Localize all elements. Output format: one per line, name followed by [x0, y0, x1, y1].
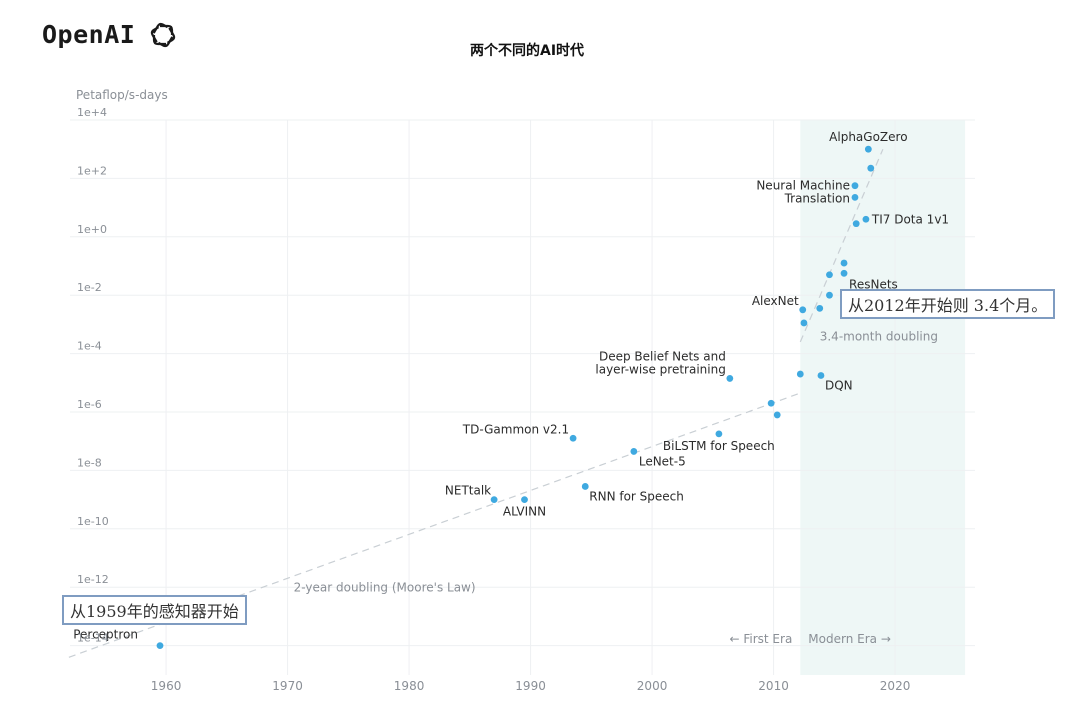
data-point	[840, 269, 848, 277]
y-tick-label: 1e+4	[77, 106, 107, 119]
data-label: Translation	[784, 191, 850, 205]
data-point	[826, 291, 833, 299]
x-tick-label: 1970	[272, 679, 303, 693]
x-tick-label: 2010	[758, 679, 789, 693]
x-tick-label: 2020	[880, 679, 911, 693]
data-point	[569, 434, 577, 442]
data-label: Deep Belief Nets and	[599, 349, 726, 363]
openai-logo: OpenAI	[42, 20, 177, 49]
era-label: Modern Era →	[808, 632, 891, 646]
data-label: ResNets	[849, 277, 898, 291]
x-tick-label: 1960	[151, 679, 182, 693]
y-tick-label: 1e+2	[77, 164, 107, 177]
y-tick-label: 1e-2	[77, 281, 102, 294]
x-tick-label: 1980	[394, 679, 425, 693]
data-point	[726, 375, 734, 382]
data-point	[799, 306, 807, 314]
y-tick-label: 1e-12	[77, 573, 109, 586]
modern-era-band	[800, 120, 966, 675]
data-point	[862, 215, 870, 223]
y-tick-label: 1e-8	[77, 456, 102, 469]
data-label: Neural Machine	[756, 178, 850, 192]
data-label: LeNet-5	[639, 454, 686, 468]
trend-line	[68, 392, 801, 658]
y-tick-label: 1e-10	[77, 515, 109, 528]
data-label: BiLSTM for Speech	[663, 439, 775, 453]
y-tick-label: 1e+0	[77, 223, 107, 236]
annotation-perceptron: 从1959年的感知器开始	[62, 595, 247, 625]
annotation-modern-era: 从2012年开始则 3.4个月。	[840, 289, 1056, 319]
y-tick-label: 1e-14	[77, 632, 109, 645]
data-label: TD-Gammon v2.1	[462, 422, 569, 436]
trend-line-label: 2-year doubling (Moore's Law)	[294, 581, 476, 595]
data-point	[840, 259, 848, 267]
openai-logo-icon	[151, 22, 176, 47]
data-label: NETtalk	[445, 484, 491, 498]
brand-name: OpenAI	[42, 20, 136, 49]
data-point	[796, 370, 804, 378]
y-tick-label: 1e-6	[77, 398, 102, 411]
data-point	[156, 642, 164, 649]
data-point	[864, 145, 872, 153]
era-label: ← First Era	[729, 632, 792, 646]
y-axis-title: Petaflop/s-days	[76, 88, 168, 102]
data-point	[521, 496, 528, 503]
data-label: ALVINN	[503, 505, 546, 519]
data-point	[852, 220, 860, 228]
data-label: AlexNet	[752, 294, 799, 308]
data-point	[816, 304, 824, 312]
data-point	[851, 193, 859, 201]
data-point	[581, 483, 589, 490]
data-point	[851, 182, 859, 190]
data-label: Perceptron	[73, 628, 138, 642]
chart-title: 两个不同的AI时代	[470, 43, 585, 59]
data-point	[867, 164, 875, 172]
trend-line-label: 3.4-month doubling	[820, 329, 938, 343]
y-tick-label: 1e-4	[77, 340, 102, 353]
data-point	[630, 448, 638, 455]
data-label: layer-wise pretraining	[595, 362, 725, 376]
x-tick-label: 2000	[637, 679, 668, 693]
data-label: TI7 Dota 1v1	[871, 212, 949, 226]
data-point	[715, 430, 723, 438]
data-point	[817, 372, 825, 379]
data-point	[826, 271, 833, 279]
data-label: RNN for Speech	[589, 489, 684, 503]
data-label: AlphaGoZero	[829, 130, 907, 144]
trend-line	[799, 148, 884, 343]
x-tick-label: 1990	[515, 679, 546, 693]
data-label: DQN	[825, 379, 853, 393]
data-point	[767, 399, 775, 407]
data-point	[800, 319, 808, 327]
data-point	[773, 411, 781, 419]
data-point	[490, 496, 498, 503]
